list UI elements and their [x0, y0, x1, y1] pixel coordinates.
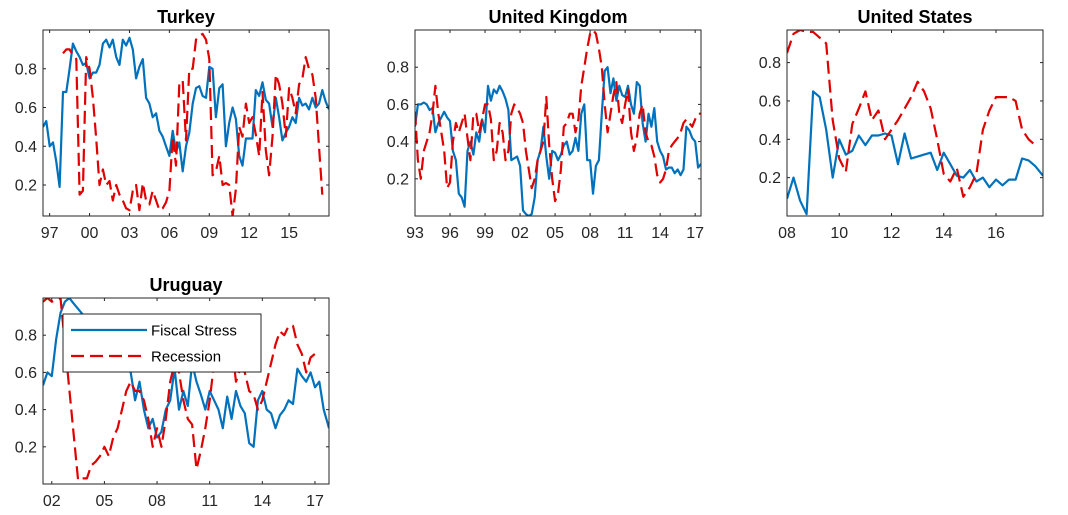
- y-tick-label: 0.2: [759, 170, 781, 187]
- axes-frame: [786, 29, 1044, 217]
- x-tick-label: 96: [441, 225, 459, 242]
- x-tick-label: 99: [476, 225, 494, 242]
- recession-line: [787, 30, 1036, 198]
- y-tick-label: 0.6: [387, 97, 409, 114]
- axes-frame: [414, 29, 702, 217]
- x-tick-label: 14: [935, 225, 953, 242]
- y-tick-label: 0.6: [15, 100, 37, 117]
- recession-line: [62, 32, 324, 216]
- y-tick-label: 0.4: [387, 134, 409, 151]
- y-tick-label: 0.2: [15, 439, 37, 456]
- x-tick-label: 03: [121, 225, 139, 242]
- subplot-title: United States: [857, 7, 972, 27]
- x-tick-label: 08: [581, 225, 599, 242]
- series-group: [415, 30, 701, 216]
- x-tick-label: 05: [546, 225, 564, 242]
- y-tick-label: 0.2: [387, 171, 409, 188]
- y-tick-label: 0.6: [759, 93, 781, 110]
- subplot-title: United Kingdom: [489, 7, 628, 27]
- series-group: [787, 30, 1043, 216]
- x-tick-label: 15: [280, 225, 298, 242]
- subplot-title: Turkey: [157, 7, 215, 27]
- x-tick-label: 06: [160, 225, 178, 242]
- x-tick-label: 08: [778, 225, 796, 242]
- x-tick-label: 11: [617, 225, 634, 242]
- axes-frame: [42, 29, 330, 217]
- x-tick-label: 11: [201, 493, 218, 510]
- y-tick-label: 0.8: [15, 61, 37, 78]
- y-tick-label: 0.8: [387, 60, 409, 77]
- x-tick-label: 17: [686, 225, 704, 242]
- subplot-turkey: 97 00 03 06 09 12 15 0.2 0.4 0.6 0.8 Turkey: [15, 7, 330, 242]
- x-tick-label: 17: [306, 493, 324, 510]
- x-tick-label: 12: [240, 225, 258, 242]
- series-group: [43, 32, 329, 216]
- y-tick-label: 0.8: [759, 55, 781, 72]
- x-tick-label: 14: [253, 493, 271, 510]
- axes-frame: [42, 297, 330, 485]
- x-tick-label: 93: [406, 225, 424, 242]
- recession-line: [415, 30, 701, 203]
- y-tick-label: 0.4: [759, 132, 781, 149]
- subplot-united-kingdom: 93 96 99 02 05 08 11 14 17 0.2 0.4 0.6 0.8 United Kin…: [387, 7, 704, 242]
- recession-line: [43, 298, 320, 482]
- legend-label: Fiscal Stress: [151, 323, 237, 340]
- legend-label: Recession: [151, 349, 221, 366]
- subplot-united-states: 08 10 12 14 16 0.2 0.4 0.6 0.8 United States: [759, 7, 1044, 242]
- y-tick-label: 0.4: [15, 139, 37, 156]
- x-tick-label: 16: [987, 225, 1005, 242]
- legend-box: [62, 313, 262, 373]
- fiscal-stress-line: [415, 66, 701, 216]
- x-tick-label: 00: [81, 225, 99, 242]
- legend: Fiscal Stress Recession: [62, 313, 262, 373]
- x-tick-label: 10: [830, 225, 848, 242]
- x-tick-label: 97: [41, 225, 59, 242]
- x-tick-label: 02: [43, 493, 61, 510]
- x-tick-label: 02: [511, 225, 529, 242]
- series-group: [43, 298, 329, 482]
- x-tick-label: 05: [96, 493, 114, 510]
- y-tick-label: 0.6: [15, 365, 37, 382]
- x-tick-label: 14: [651, 225, 669, 242]
- y-tick-label: 0.8: [15, 328, 37, 345]
- plot-area: [787, 30, 1043, 216]
- x-tick-label: 09: [200, 225, 218, 242]
- x-tick-label: 12: [883, 225, 901, 242]
- y-tick-label: 0.4: [15, 402, 37, 419]
- y-tick-label: 0.2: [15, 178, 37, 195]
- subplot-uruguay: 02 05 08 11 14 17 0.2 0.4 0.6 0.8 Uruguay Fiscal St…: [15, 275, 330, 510]
- fiscal-stress-line: [787, 90, 1043, 216]
- x-tick-label: 08: [148, 493, 166, 510]
- subplot-title: Uruguay: [149, 275, 222, 295]
- fiscal-stress-line: [43, 298, 329, 448]
